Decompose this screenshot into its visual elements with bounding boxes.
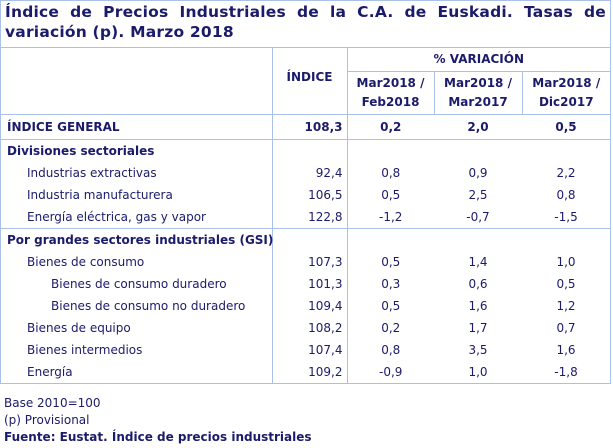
table-row-general: ÍNDICE GENERAL 108,3 0,2 2,0 0,5 [1, 114, 611, 140]
cell-value: -1,2 [346, 205, 434, 229]
header-col-feb: Mar2018 / Feb2018 [346, 71, 434, 115]
cell-value: 1,7 [468, 320, 488, 335]
row-label: Industria manufacturera [27, 187, 173, 202]
cell-value: 0,3 [346, 272, 434, 295]
cell-indice: 109,2 [271, 360, 347, 384]
cell-indice: 107,3 [271, 250, 347, 273]
row-label: ÍNDICE GENERAL [1, 114, 272, 140]
cell-value: -1,8 [522, 360, 611, 384]
cell-indice: 92,4 [271, 161, 347, 184]
row-label: Bienes de consumo no duradero [51, 298, 246, 313]
table-row: Bienes intermedios 107,4 0,8 3,5 1,6 [1, 338, 610, 361]
table-row: Industrias extractivas 92,4 0,8 0,9 2,2 [1, 161, 610, 184]
cell-value: 1,2 [556, 298, 576, 313]
cell-value: 0,2 [346, 316, 434, 339]
table-row: Bienes de consumo 107,3 0,5 1,4 1,0 [1, 250, 610, 273]
cell-value: 2,5 [468, 187, 488, 202]
cell-value: 0,8 [346, 161, 434, 184]
header-variacion: % VARIACIÓN [346, 48, 611, 72]
header-col-line: Mar2018 / [356, 75, 425, 90]
section-header: Divisiones sectoriales [1, 139, 610, 162]
table-container: Índice de Precios Industriales de la C.A… [0, 0, 611, 384]
header-col-line: Mar2017 [448, 94, 508, 109]
row-label: Bienes intermedios [27, 342, 143, 357]
header-col-mar: Mar2018 / Mar2017 [433, 71, 522, 115]
cell-indice: 108,3 [271, 114, 347, 140]
cell-value: 0,7 [556, 320, 576, 335]
footer-provisional: (p) Provisional [4, 413, 90, 427]
cell-value: 0,8 [346, 338, 434, 361]
cell-indice: 122,8 [271, 205, 347, 229]
cell-indice: 106,5 [271, 183, 347, 206]
cell-value: 0,6 [468, 276, 488, 291]
header-col-dic: Mar2018 / Dic2017 [521, 71, 611, 115]
header-indice: ÍNDICE [271, 48, 347, 115]
header-col-line: Mar2018 / [532, 75, 601, 90]
row-label: Industrias extractivas [27, 165, 157, 180]
cell-value: 1,0 [434, 360, 522, 384]
data-table: ÍNDICE % VARIACIÓN Mar2018 / Feb2018 Mar2… [1, 48, 611, 384]
section-label: Divisiones sectoriales [7, 143, 155, 158]
cell-value: 2,0 [434, 114, 522, 140]
cell-value: 0,9 [468, 165, 488, 180]
cell-value: 0,5 [522, 114, 611, 140]
row-label: Bienes de equipo [27, 320, 131, 335]
row-label: Energía [1, 360, 272, 384]
cell-value: -0,7 [434, 205, 522, 229]
header-blank [1, 48, 272, 115]
cell-value: 0,2 [346, 114, 434, 140]
table-row: Bienes de consumo duradero 101,3 0,3 0,6 0,5 [1, 272, 610, 295]
header-col-line: Mar2018 / [444, 75, 512, 90]
header-col-line: Feb2018 [361, 94, 420, 109]
section-header: Por grandes sectores industriales (GSI) [1, 228, 610, 251]
table-row: Industria manufacturera 106,5 0,5 2,5 0,8 [1, 183, 610, 206]
header-col-line: Dic2017 [538, 94, 594, 109]
cell-indice: 107,4 [271, 338, 347, 361]
cell-value: 2,2 [556, 165, 576, 180]
cell-value: 1,0 [556, 254, 576, 269]
table-row: Energía 109,2 -0,9 1,0 -1,8 [1, 360, 611, 384]
cell-value: 0,5 [346, 294, 434, 317]
cell-indice: 101,3 [271, 272, 347, 295]
footer-base: Base 2010=100 [4, 396, 101, 410]
cell-value: 0,5 [346, 183, 434, 206]
cell-indice: 108,2 [271, 316, 347, 339]
cell-value: 0,8 [556, 187, 576, 202]
cell-value: -1,5 [522, 205, 611, 229]
cell-value: 1,6 [556, 342, 576, 357]
page-title: Índice de Precios Industriales de la C.A… [1, 1, 610, 48]
row-label: Energía eléctrica, gas y vapor [1, 205, 272, 229]
table-row: Energía eléctrica, gas y vapor 122,8 -1,2-… [1, 205, 611, 229]
cell-value: 0,5 [346, 250, 434, 273]
footer-source: Fuente: Eustat. Índice de precios indust… [4, 430, 312, 444]
footer: Base 2010=100 (p) Provisional Fuente: Eu… [4, 395, 312, 446]
cell-value: 0,5 [556, 276, 576, 291]
cell-value: 1,6 [468, 298, 488, 313]
row-label: Bienes de consumo [27, 254, 145, 269]
section-label: Por grandes sectores industriales (GSI) [7, 232, 274, 247]
cell-value: 3,5 [468, 342, 488, 357]
cell-indice: 109,4 [271, 294, 347, 317]
table-row: Bienes de equipo 108,2 0,2 1,7 0,7 [1, 316, 610, 339]
cell-value: 1,4 [468, 254, 488, 269]
table-row: Bienes de consumo no duradero 109,4 0,5 1,6… [1, 294, 610, 317]
row-label: Bienes de consumo duradero [51, 276, 227, 291]
cell-value: -0,9 [346, 360, 434, 384]
